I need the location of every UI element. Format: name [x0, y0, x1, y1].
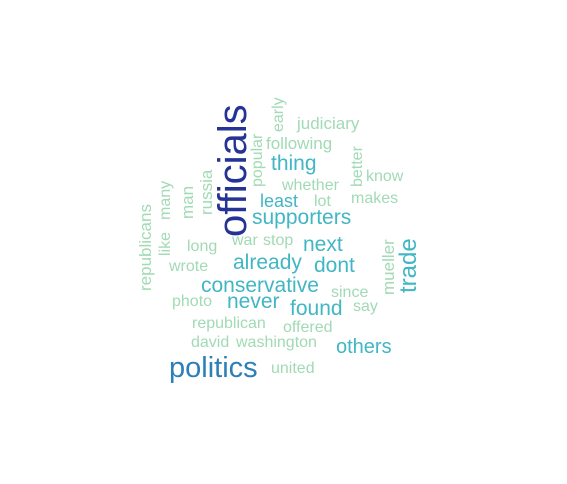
word-better: better [349, 146, 366, 187]
word-next: next [303, 233, 343, 256]
word-early: early [270, 97, 287, 132]
word-republicans: republicans [136, 204, 155, 291]
word-others: others [336, 336, 392, 358]
word-supporters: supporters [252, 206, 352, 229]
word-stop: stop [263, 232, 294, 249]
word-war: war [232, 232, 258, 249]
word-judiciary: judiciary [297, 114, 360, 133]
word-officials: officials [211, 104, 255, 237]
word-mueller: mueller [379, 239, 398, 295]
word-say: say [353, 298, 378, 315]
word-know: know [366, 168, 404, 185]
word-since: since [331, 284, 369, 301]
word-popular: popular [249, 133, 266, 187]
word-makes: makes [351, 190, 399, 207]
word-david: david [191, 334, 230, 351]
word-following: following [266, 134, 333, 153]
word-least: least [260, 191, 299, 211]
word-thing: thing [271, 152, 317, 175]
word-trade: trade [395, 238, 422, 293]
word-wrote: wrote [169, 258, 209, 275]
word-offered: offered [283, 319, 333, 336]
word-dont: dont [314, 254, 355, 277]
word-lot: lot [314, 193, 331, 210]
word-long: long [187, 238, 218, 255]
word-republican: republican [192, 315, 266, 332]
word-politics: politics [169, 352, 258, 384]
word-found: found [290, 297, 343, 320]
word-never: never [227, 290, 280, 313]
word-conservative: conservative [201, 274, 319, 297]
word-russia: russia [197, 169, 216, 215]
word-like: like [157, 231, 174, 256]
word-man: man [178, 185, 197, 219]
word-photo: photo [172, 293, 213, 310]
word-united: united [271, 360, 315, 377]
word-whether: whether [282, 177, 339, 194]
word-many: many [157, 180, 174, 220]
word-washington: washington [236, 334, 317, 351]
word-already: already [233, 251, 302, 274]
